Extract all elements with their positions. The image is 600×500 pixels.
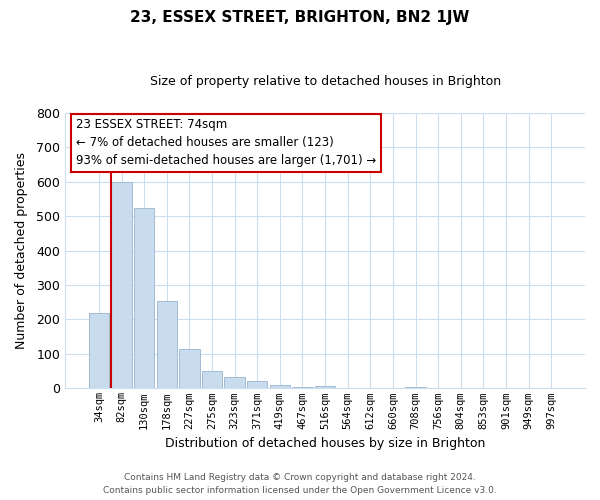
Bar — [112, 182, 132, 388]
Bar — [89, 312, 109, 388]
Text: 23, ESSEX STREET, BRIGHTON, BN2 1JW: 23, ESSEX STREET, BRIGHTON, BN2 1JW — [130, 10, 470, 25]
Title: Size of property relative to detached houses in Brighton: Size of property relative to detached ho… — [149, 75, 500, 88]
Text: 23 ESSEX STREET: 74sqm
← 7% of detached houses are smaller (123)
93% of semi-det: 23 ESSEX STREET: 74sqm ← 7% of detached … — [76, 118, 376, 168]
Y-axis label: Number of detached properties: Number of detached properties — [15, 152, 28, 349]
Bar — [224, 377, 245, 388]
Bar — [179, 349, 200, 389]
Bar — [157, 300, 177, 388]
Bar — [292, 386, 313, 388]
Bar — [270, 385, 290, 388]
Bar — [202, 371, 222, 388]
Bar — [247, 382, 268, 388]
Bar — [315, 386, 335, 388]
Bar — [406, 386, 426, 388]
Text: Contains HM Land Registry data © Crown copyright and database right 2024.
Contai: Contains HM Land Registry data © Crown c… — [103, 474, 497, 495]
X-axis label: Distribution of detached houses by size in Brighton: Distribution of detached houses by size … — [165, 437, 485, 450]
Bar — [134, 208, 154, 388]
